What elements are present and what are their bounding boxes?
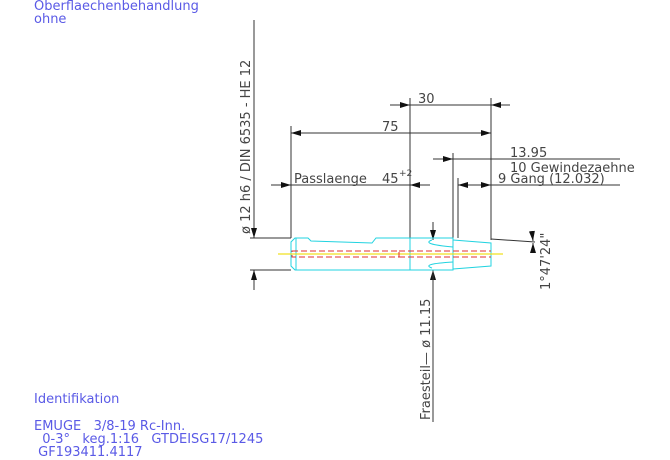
dim-30: 30 bbox=[418, 92, 435, 107]
identification-title: Identifikation bbox=[34, 392, 120, 407]
teeth-count: 10 Gewindezaehne bbox=[510, 161, 635, 176]
dim-13-95: 13.95 bbox=[510, 146, 547, 161]
identification-line-2: 0-3° keg.1:16 GTDEISG17/1245 bbox=[34, 432, 264, 447]
surface-label: Oberflaechenbehandlung bbox=[34, 0, 199, 14]
identification-line-1: EMUGE 3/8-19 Rc-Inn. bbox=[34, 419, 186, 434]
taper-angle: 1°47'24" bbox=[539, 233, 554, 290]
fit-length-value: 45 bbox=[382, 172, 399, 187]
shank-spec: ø 12 h6 / DIN 6535 - HE 12 bbox=[239, 60, 254, 234]
hidden-bore bbox=[291, 250, 491, 258]
dim-75: 75 bbox=[382, 120, 399, 135]
dimension-lines bbox=[250, 20, 620, 422]
surface-value: ohne bbox=[34, 12, 67, 27]
fit-length-label: Passlaenge bbox=[294, 172, 367, 187]
mill-part-diameter: Fraesteil— ø 11.15 bbox=[419, 299, 434, 420]
identification-line-3: GF193411.4117 bbox=[34, 445, 143, 460]
fit-length-tolerance: +2 bbox=[399, 169, 412, 179]
pitch: 9 Gang (12.032) bbox=[498, 172, 605, 187]
